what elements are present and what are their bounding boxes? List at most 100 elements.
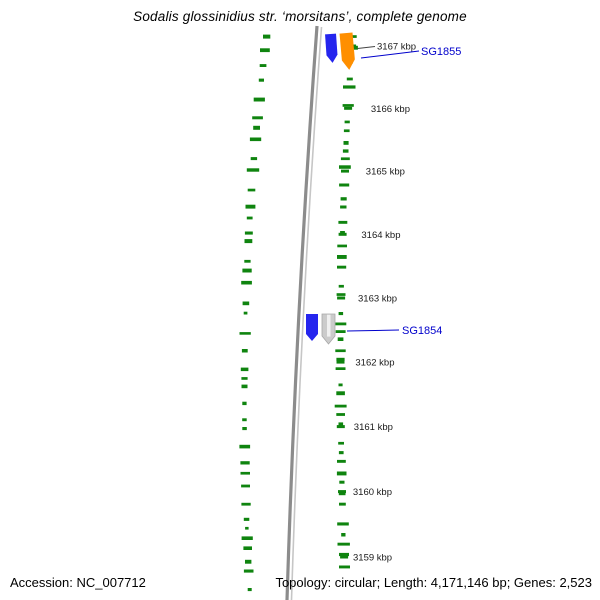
accession-text: Accession: NC_007712: [10, 575, 146, 590]
gene-dash-mark: [242, 301, 250, 306]
feature-label-sg1854[interactable]: SG1854: [402, 325, 442, 337]
gene-dash-mark: [337, 265, 347, 269]
gene-dash-mark: [341, 533, 346, 537]
gene-dash-mark: [242, 418, 247, 422]
feature-leader-line-sg1854: [346, 329, 400, 332]
gene-dash-mark: [241, 536, 253, 540]
gene-dash-mark: [337, 459, 346, 463]
gene-dash-mark: [342, 104, 354, 107]
gene-dash-mark: [337, 255, 347, 259]
gene-dash-mark: [241, 349, 248, 353]
gene-dash-mark: [337, 244, 347, 248]
gene-dash-mark: [338, 383, 343, 387]
feature-sg1855-block-orange[interactable]: [339, 32, 356, 70]
gene-dash-mark: [241, 377, 248, 380]
gene-dash-mark: [338, 422, 344, 426]
gene-dash-mark: [244, 259, 251, 263]
gene-dash-mark: [337, 337, 344, 341]
gene-dash-mark: [339, 165, 351, 169]
gene-dash-mark: [340, 205, 347, 209]
gene-dash-mark: [339, 552, 349, 557]
scale-tick-label: 3163 kbp: [358, 294, 397, 305]
gene-dash-mark: [259, 64, 267, 67]
scale-tick-mark: [338, 232, 347, 236]
gene-dash-mark: [243, 311, 248, 315]
scale-tick-label: 3167 kbp: [377, 42, 416, 53]
gene-dash-mark: [335, 349, 346, 353]
gene-dash-mark: [253, 125, 260, 130]
feature-label-sg1855[interactable]: SG1855: [421, 46, 461, 58]
gene-dash-mark: [240, 471, 250, 475]
scale-tick-label: 3166 kbp: [371, 104, 410, 115]
scale-tick-mark: [337, 296, 346, 300]
gene-dash-mark: [241, 484, 250, 488]
gene-dash-mark: [338, 492, 346, 496]
gene-dash-mark: [343, 141, 349, 145]
gene-dash-mark: [239, 444, 251, 449]
gene-dash-mark: [339, 183, 350, 187]
gene-dash-mark: [340, 197, 347, 201]
gene-dash-mark: [338, 284, 344, 288]
gene-dash-mark: [243, 546, 252, 550]
gene-dash-mark: [335, 322, 347, 326]
gene-dash-mark: [336, 471, 347, 476]
gene-dash-mark: [336, 391, 345, 396]
gene-dash-mark: [244, 231, 253, 235]
gene-dash-mark: [344, 120, 350, 124]
gene-dash-mark: [336, 293, 346, 296]
gene-dash-mark: [242, 427, 247, 431]
feature-leader-line-sg1855: [360, 50, 420, 59]
gene-dash-mark: [243, 569, 254, 573]
scale-tick-label: 3162 kbp: [355, 358, 394, 369]
gene-dash-mark: [339, 480, 345, 484]
feature-sg1854-highlight-stripe: [327, 314, 331, 337]
gene-dash-mark: [342, 149, 349, 153]
scale-pointer-line: [357, 46, 376, 49]
gene-dash-mark: [253, 97, 265, 102]
gene-dash-mark: [346, 77, 353, 81]
gene-dash-mark: [246, 168, 260, 172]
gene-dash-mark: [240, 367, 249, 372]
gene-dash-mark: [241, 280, 252, 285]
scale-tick-label: 3161 kbp: [354, 422, 393, 433]
gene-dash-mark: [336, 357, 345, 361]
gene-dash-mark: [338, 441, 344, 445]
gene-dash-mark: [250, 157, 258, 161]
gene-dash-mark: [335, 367, 346, 370]
gene-dash-mark: [337, 542, 350, 546]
gene-dash-mark: [245, 204, 256, 209]
gene-dash-mark: [244, 239, 253, 244]
gene-dash-mark: [247, 588, 252, 592]
topology-text: Topology: circular; Length: 4,171,146 bp…: [275, 575, 592, 590]
gene-dash-mark: [338, 220, 348, 224]
scale-tick-label: 3165 kbp: [366, 167, 405, 178]
gene-dash-mark: [339, 502, 346, 506]
gene-dash-mark: [252, 116, 263, 120]
gene-dash-mark: [343, 129, 350, 133]
feature-sg1854-block-blue[interactable]: [306, 314, 318, 341]
gene-dash-mark: [247, 188, 256, 192]
backbone-arc: [285, 25, 319, 600]
feature-sg1855-block-blue[interactable]: [325, 33, 338, 64]
backbone-highlight-arc: [290, 26, 323, 600]
gene-dash-mark: [239, 332, 251, 335]
gene-dash-mark: [335, 330, 346, 333]
scale-tick-mark: [344, 106, 353, 110]
gene-dash-mark: [245, 526, 249, 530]
gene-dash-mark: [338, 312, 344, 316]
gene-dash-mark: [337, 522, 349, 526]
scale-tick-mark: [338, 490, 346, 494]
scale-tick-mark: [341, 169, 349, 173]
gene-dash-mark: [240, 461, 250, 465]
genome-title: Sodalis glossinidius str. ‘morsitans’, c…: [133, 9, 467, 24]
gene-dash-mark: [263, 34, 271, 39]
gene-dash-mark: [241, 502, 251, 506]
scale-tick-mark: [336, 425, 345, 429]
gene-dash-mark: [243, 517, 250, 521]
gene-dash-mark: [339, 565, 350, 569]
scale-tick-label: 3160 kbp: [353, 487, 392, 498]
gene-dash-mark: [338, 451, 344, 455]
gene-dash-mark: [343, 85, 356, 89]
